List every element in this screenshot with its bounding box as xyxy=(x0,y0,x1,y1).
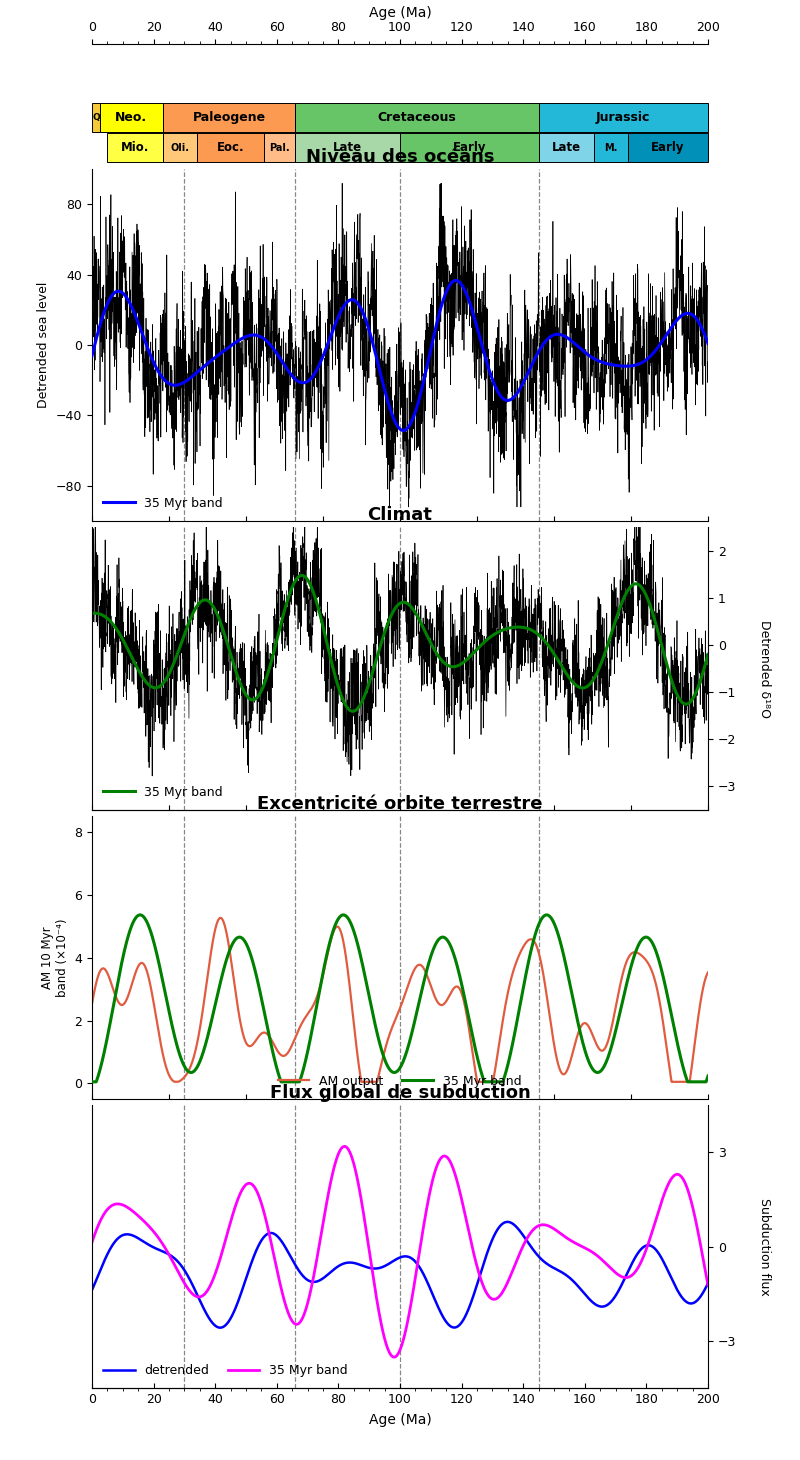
X-axis label: Age (Ma): Age (Ma) xyxy=(369,1413,431,1426)
Legend: AM output, 35 Myr band: AM output, 35 Myr band xyxy=(273,1070,527,1094)
X-axis label: Age (Ma): Age (Ma) xyxy=(369,6,431,20)
Title: Niveau des océans: Niveau des océans xyxy=(306,149,494,166)
Bar xyxy=(400,133,538,162)
Y-axis label: AM 10 Myr
band (×10⁻⁴): AM 10 Myr band (×10⁻⁴) xyxy=(41,918,69,997)
Bar xyxy=(163,102,295,131)
Bar xyxy=(100,102,163,131)
Legend: 35 Myr band: 35 Myr band xyxy=(98,781,228,804)
Text: Mio.: Mio. xyxy=(121,142,150,155)
Bar xyxy=(295,102,538,131)
Text: Paleogene: Paleogene xyxy=(193,111,266,124)
Legend: 35 Myr band: 35 Myr band xyxy=(98,492,228,515)
Y-axis label: Detrended sea level: Detrended sea level xyxy=(38,282,50,409)
Bar xyxy=(107,133,163,162)
Bar xyxy=(163,133,197,162)
Text: Jurassic: Jurassic xyxy=(596,111,650,124)
Y-axis label: Detrended δ¹⁸O: Detrended δ¹⁸O xyxy=(758,619,771,717)
Text: Cretaceous: Cretaceous xyxy=(378,111,456,124)
Bar xyxy=(628,133,708,162)
Text: Early: Early xyxy=(453,142,486,155)
Bar xyxy=(538,102,708,131)
Text: Q: Q xyxy=(92,112,100,121)
Bar xyxy=(265,133,295,162)
Title: Excentricité orbite terrestre: Excentricité orbite terrestre xyxy=(258,796,542,813)
Text: Late: Late xyxy=(552,142,581,155)
Y-axis label: Subduction flux: Subduction flux xyxy=(758,1197,771,1295)
Bar xyxy=(594,133,628,162)
Title: Flux global de subduction: Flux global de subduction xyxy=(270,1085,530,1102)
Text: Late: Late xyxy=(333,142,362,155)
Legend: detrended, 35 Myr band: detrended, 35 Myr band xyxy=(98,1359,353,1383)
Bar xyxy=(197,133,265,162)
Text: Oli.: Oli. xyxy=(170,143,190,153)
Text: Early: Early xyxy=(651,142,685,155)
Bar xyxy=(538,133,594,162)
Text: M.: M. xyxy=(604,143,618,153)
Text: Eoc.: Eoc. xyxy=(217,142,245,155)
Text: Pal.: Pal. xyxy=(270,143,290,153)
Bar xyxy=(295,133,400,162)
Text: Neo.: Neo. xyxy=(115,111,147,124)
Bar xyxy=(92,102,100,131)
Title: Climat: Climat xyxy=(367,507,433,524)
